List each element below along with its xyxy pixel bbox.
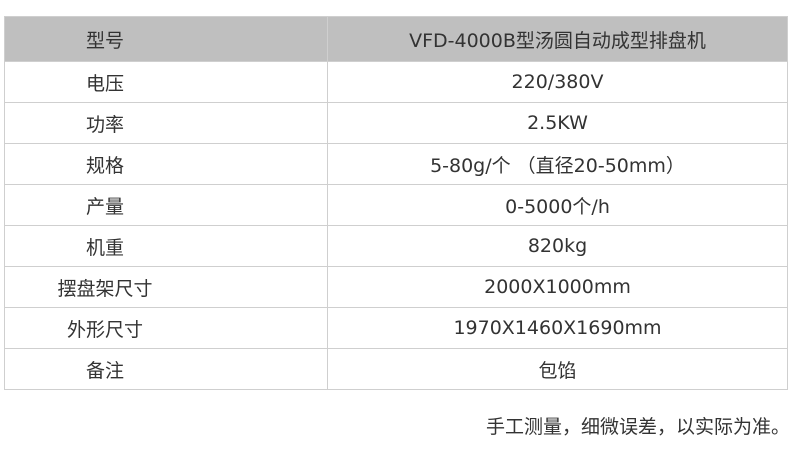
row-value: 0-5000个/h bbox=[327, 184, 788, 226]
row-value: 包馅 bbox=[327, 348, 788, 390]
row-value: 2000X1000mm bbox=[327, 266, 788, 308]
table-row: 电压 220/380V bbox=[4, 61, 788, 103]
table-row: 功率 2.5KW bbox=[4, 102, 788, 144]
row-label: 备注 bbox=[85, 359, 124, 382]
table-row: 摆盘架尺寸 2000X1000mm bbox=[4, 266, 788, 308]
row-value: 5-80g/个 （直径20-50mm） bbox=[327, 143, 788, 185]
row-label: 电压 bbox=[85, 72, 124, 95]
table-row: 备注 包馅 bbox=[4, 348, 788, 390]
row-label: 功率 bbox=[85, 113, 124, 136]
row-label: 规格 bbox=[85, 154, 124, 177]
table-header-row: 型号 VFD-4000B型汤圆自动成型排盘机 bbox=[4, 16, 788, 62]
spec-table: 型号 VFD-4000B型汤圆自动成型排盘机 电压 220/380V 功率 2.5K… bbox=[4, 16, 788, 390]
row-value: 820kg bbox=[327, 225, 788, 267]
header-value-cell: VFD-4000B型汤圆自动成型排盘机 bbox=[327, 16, 788, 62]
table-row: 产量 0-5000个/h bbox=[4, 184, 788, 226]
table-row: 规格 5-80g/个 （直径20-50mm） bbox=[4, 143, 788, 185]
table-row: 外形尺寸 1970X1460X1690mm bbox=[4, 307, 788, 349]
disclaimer-note: 手工测量，细微误差，以实际为准。 bbox=[485, 416, 790, 438]
row-value: 220/380V bbox=[327, 61, 788, 103]
table-row: 机重 820kg bbox=[4, 225, 788, 267]
row-value: 2.5KW bbox=[327, 102, 788, 144]
row-label: 摆盘架尺寸 bbox=[57, 277, 153, 300]
row-label: 机重 bbox=[85, 236, 124, 259]
row-label: 产量 bbox=[85, 195, 124, 218]
header-label-cell: 型号 bbox=[4, 16, 328, 62]
row-label: 外形尺寸 bbox=[66, 318, 143, 341]
row-value: 1970X1460X1690mm bbox=[327, 307, 788, 349]
